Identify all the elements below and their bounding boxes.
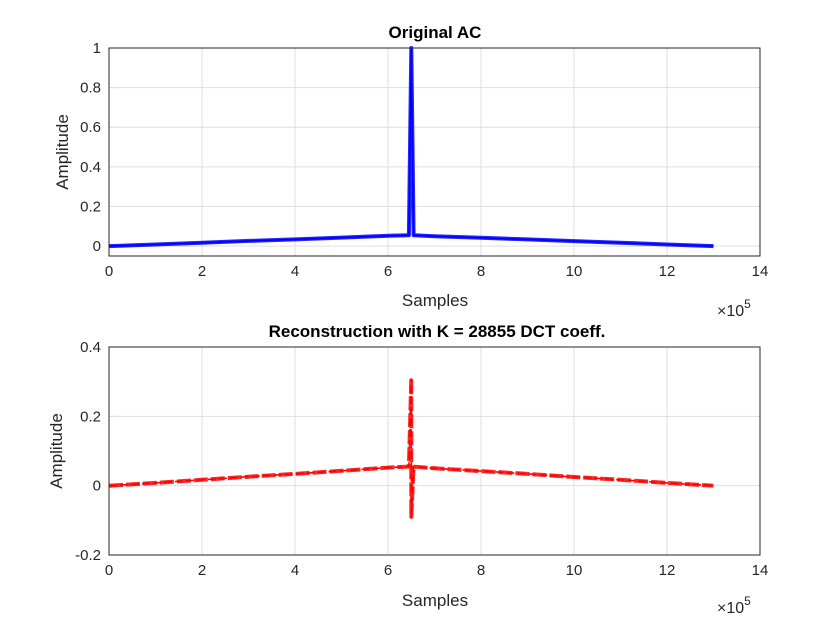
bottom-y-label: Amplitude [47,413,66,489]
top-y-tick-label: 0 [93,238,101,255]
top-x-tick-labels: 0 2 4 6 8 10 12 14 [105,263,769,280]
bottom-x-tick-label: 14 [752,562,769,579]
top-axes-frame [108,47,761,257]
bottom-x-tick-label: 0 [105,562,113,579]
bottom-y-tick-labels: -0.2 0 0.2 0.4 [75,339,101,564]
bottom-y-tick-label: 0.2 [80,408,101,425]
bottom-x-multiplier-base: ×10 [717,600,744,617]
top-x-multiplier-exp: 5 [744,297,751,311]
top-plot-data [108,46,714,249]
top-x-tick-label: 14 [752,263,769,280]
bottom-y-tick-label: 0.4 [80,339,101,356]
top-x-tick-label: 8 [477,263,485,280]
top-x-label: Samples [402,291,468,310]
bottom-series-line [108,378,714,517]
top-y-tick-label: 0.2 [80,198,101,215]
top-axes: 0 2 4 6 8 10 12 14 0 0.2 0.4 0.6 0.8 1 Original AC S… [53,23,768,320]
top-grid [108,47,761,256]
top-x-multiplier: ×105 [717,297,751,320]
bottom-y-tick-label: 0 [93,478,101,495]
top-x-tick-label: 4 [291,263,299,280]
bottom-x-tick-label: 8 [477,562,485,579]
top-title: Original AC [389,23,482,42]
bottom-plot-data [108,376,714,519]
bottom-axes-frame [108,346,761,556]
top-y-tick-label: 0.8 [80,80,101,97]
bottom-grid [108,346,761,556]
bottom-x-label: Samples [402,591,468,610]
bottom-x-tick-label: 12 [659,562,676,579]
bottom-x-multiplier: ×105 [717,594,751,617]
bottom-title: Reconstruction with K = 28855 DCT coeff. [269,322,606,341]
top-y-tick-label: 0.4 [80,159,101,176]
top-y-tick-label: 0.6 [80,119,101,136]
bottom-axes: 0 2 4 6 8 10 12 14 -0.200.20.4 Reconstruction w… [47,322,768,617]
top-x-tick-label: 2 [198,263,206,280]
bottom-x-multiplier-exp: 5 [744,594,751,608]
top-y-tick-labels: 0 0.2 0.4 0.6 0.8 1 [80,40,101,255]
top-x-tick-label: 10 [566,263,583,280]
bottom-x-tick-label: 10 [566,562,583,579]
top-x-tick-label: 12 [659,263,676,280]
top-x-tick-label: 6 [384,263,392,280]
top-y-label: Amplitude [53,114,72,190]
top-y-tick-label: 1 [93,40,101,57]
bottom-x-tick-labels: 0 2 4 6 8 10 12 14 [105,562,769,579]
bottom-x-tick-label: 4 [291,562,299,579]
top-x-tick-label: 0 [105,263,113,280]
bottom-y-tick-label: -0.2 [75,547,101,564]
top-x-multiplier-base: ×10 [717,303,744,320]
bottom-x-tick-label: 2 [198,562,206,579]
bottom-x-tick-label: 6 [384,562,392,579]
